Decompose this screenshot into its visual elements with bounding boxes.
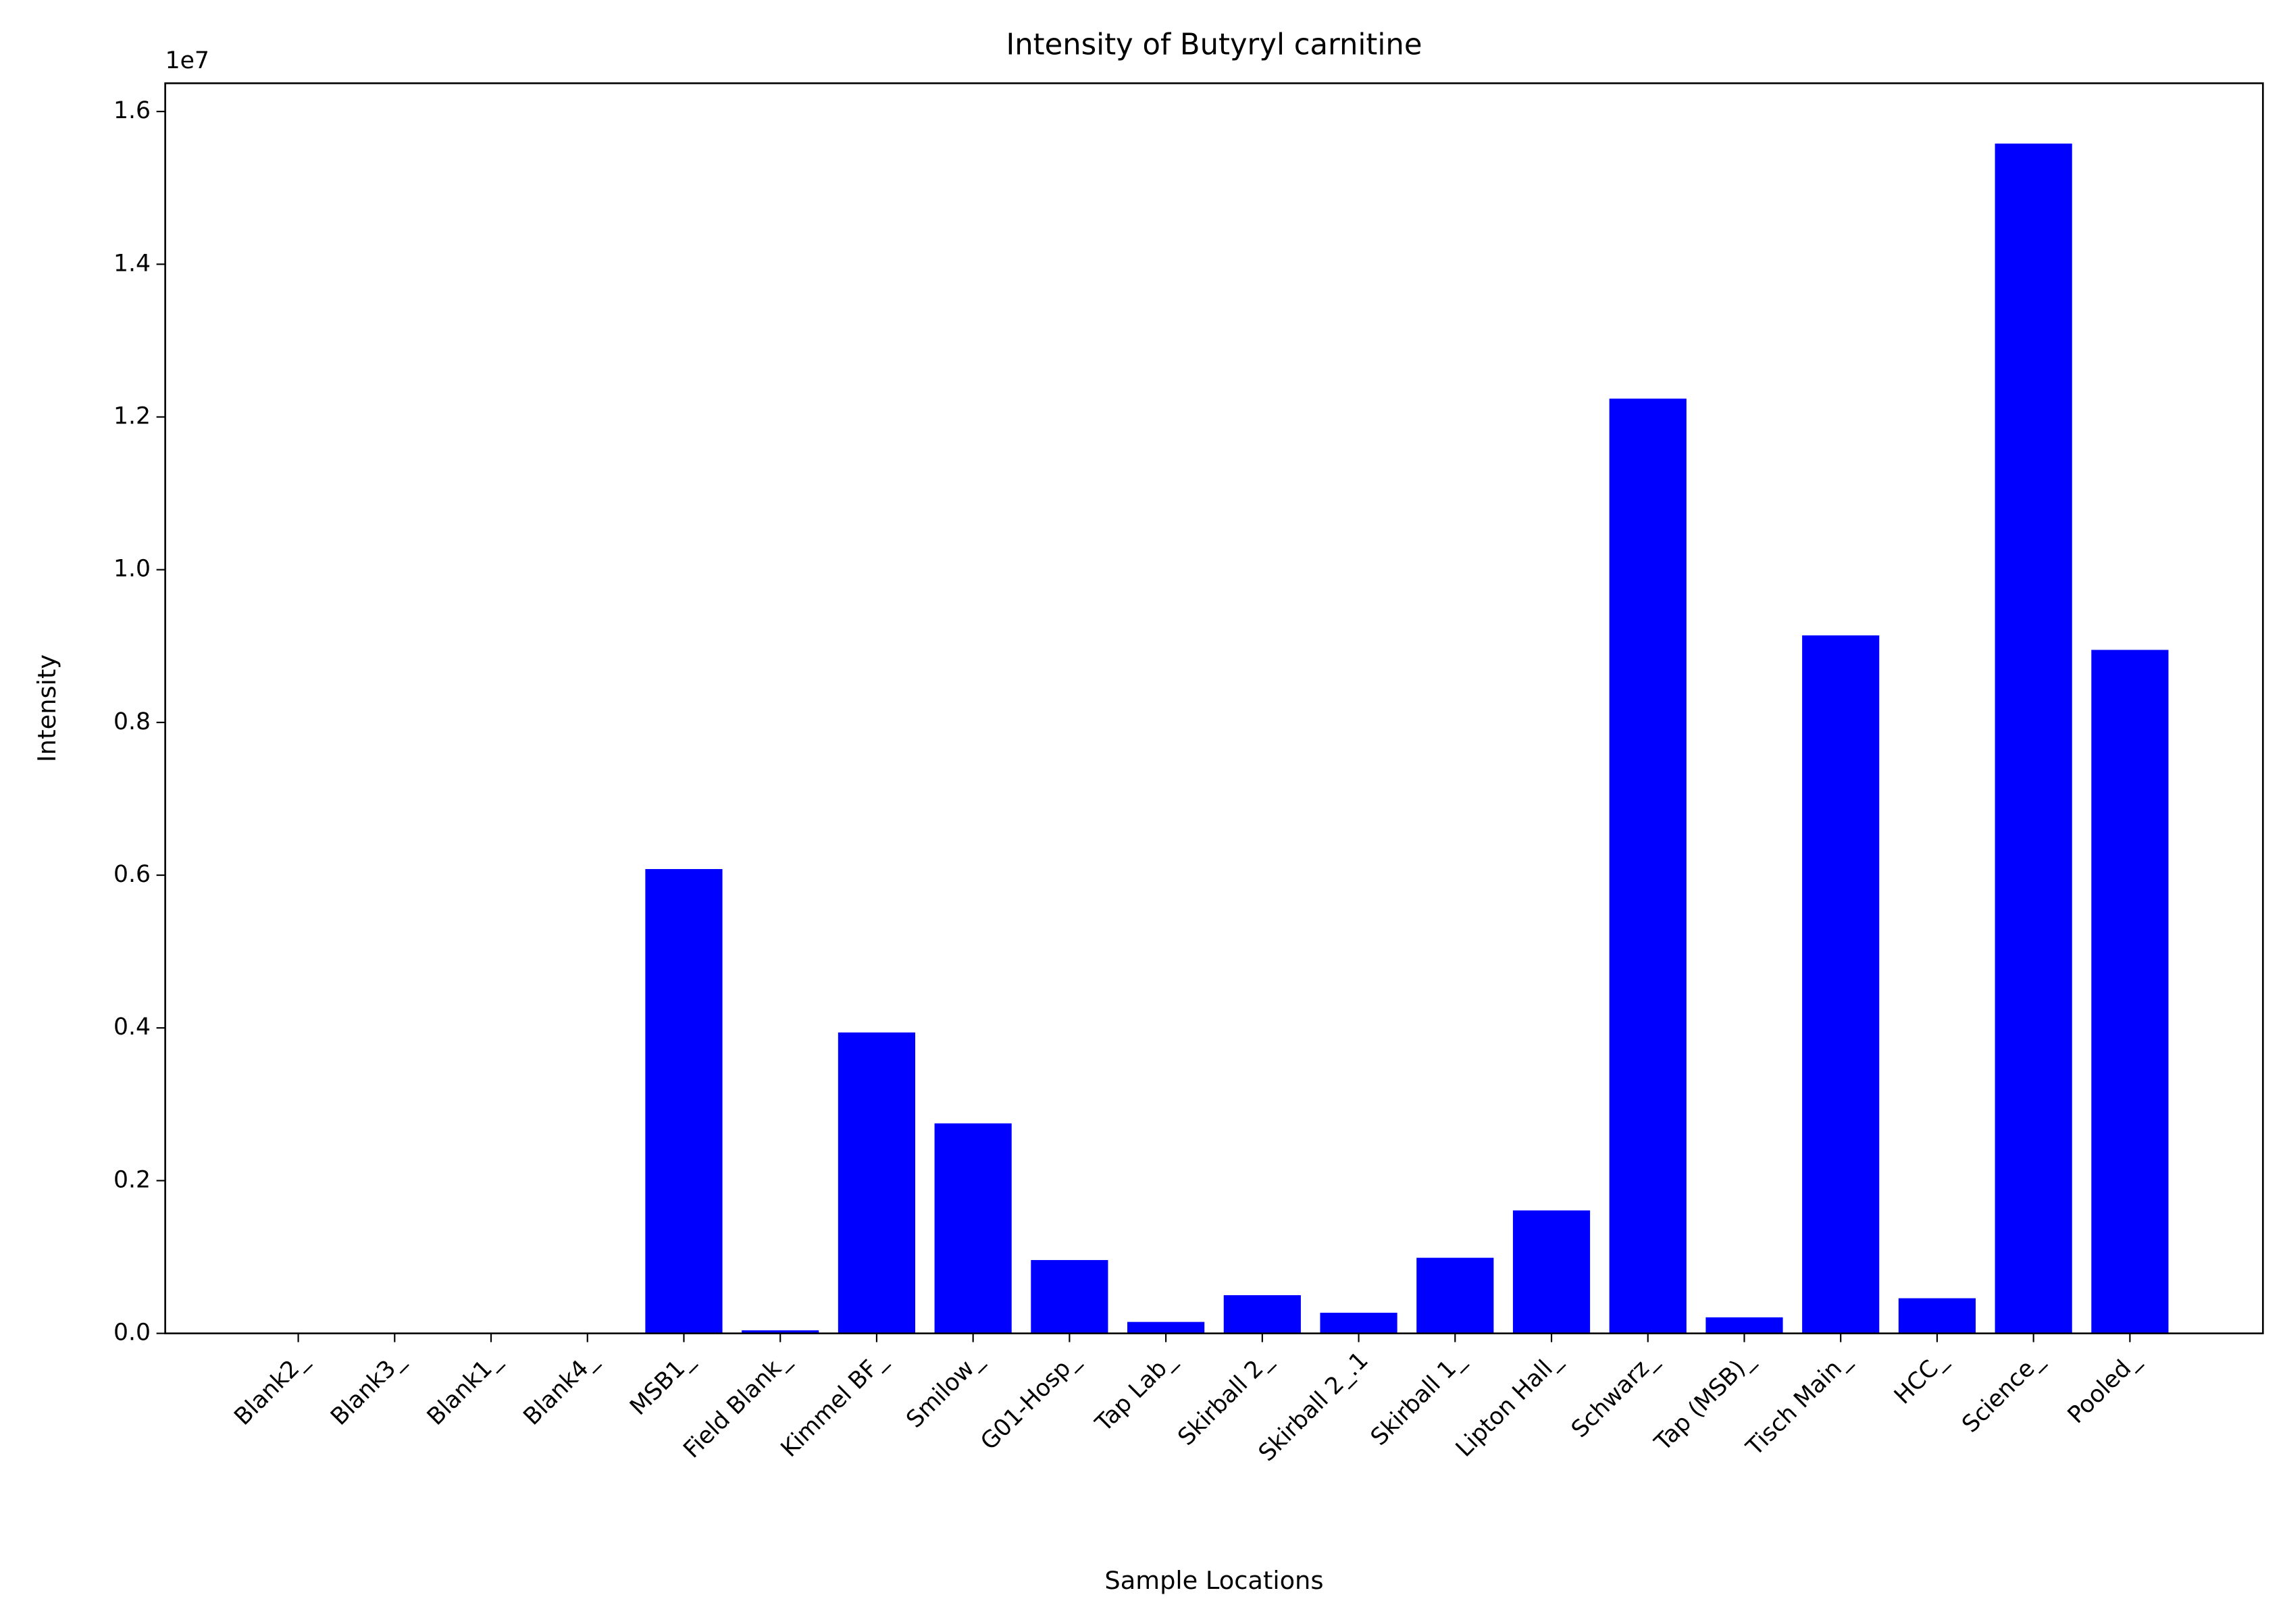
- plot-frame: [164, 82, 2264, 1334]
- x-tick-label: MSB1_: [625, 1346, 699, 1421]
- x-tick-label: Tap Lab_: [1090, 1346, 1181, 1438]
- y-tick-label: 1.2: [113, 402, 151, 429]
- x-tick-label: Blank4_: [519, 1346, 603, 1431]
- x-tick-label: Smilow_: [901, 1346, 988, 1434]
- bar: [838, 1032, 916, 1334]
- bar: [1898, 1298, 1976, 1334]
- x-tick-label: Tisch Main_: [1741, 1346, 1856, 1462]
- bar: [1320, 1313, 1397, 1334]
- bar: [1705, 1317, 1783, 1334]
- x-tick-label: Skirball 2_: [1173, 1346, 1277, 1451]
- y-tick-label: 0.2: [113, 1166, 151, 1193]
- x-tick-label: Skirball 1_: [1366, 1346, 1470, 1451]
- x-tick-label: Blank1_: [422, 1346, 507, 1431]
- y-tick-label: 0.8: [113, 708, 151, 735]
- bar: [1127, 1321, 1205, 1334]
- bar: [742, 1330, 819, 1334]
- bar: [1416, 1257, 1494, 1334]
- x-tick-label: Blank2_: [229, 1346, 313, 1431]
- bar: [934, 1123, 1012, 1334]
- bar: [2091, 650, 2169, 1334]
- bar: [1802, 635, 1880, 1334]
- bar: [1223, 1295, 1301, 1334]
- y-tick-label: 0.4: [113, 1014, 151, 1041]
- bar: [1031, 1260, 1108, 1334]
- bar: [1995, 143, 2072, 1334]
- x-tick-label: Science_: [1957, 1346, 2049, 1438]
- y-tick-label: 0.0: [113, 1319, 151, 1346]
- y-axis-label: Intensity: [32, 654, 61, 762]
- bar: [645, 869, 723, 1334]
- chart-title: Intensity of Butyryl carnitine: [1006, 28, 1422, 62]
- bar: [1512, 1210, 1591, 1334]
- x-tick-label: HCC_: [1889, 1346, 1953, 1410]
- y-offset-label: 1e7: [165, 47, 209, 74]
- x-axis-label: Sample Locations: [1104, 1566, 1323, 1595]
- x-tick-label: Schwarz_: [1566, 1346, 1663, 1443]
- x-tick-label: Pooled_: [2063, 1346, 2145, 1429]
- x-tick-label: Blank3_: [326, 1346, 410, 1431]
- bar: [1609, 398, 1687, 1334]
- y-tick-label: 1.6: [113, 97, 151, 124]
- y-tick-label: 1.0: [113, 556, 151, 583]
- y-tick-label: 1.4: [113, 250, 151, 277]
- y-tick-label: 0.6: [113, 861, 151, 888]
- x-tick-label: G01-Hosp_: [975, 1346, 1085, 1456]
